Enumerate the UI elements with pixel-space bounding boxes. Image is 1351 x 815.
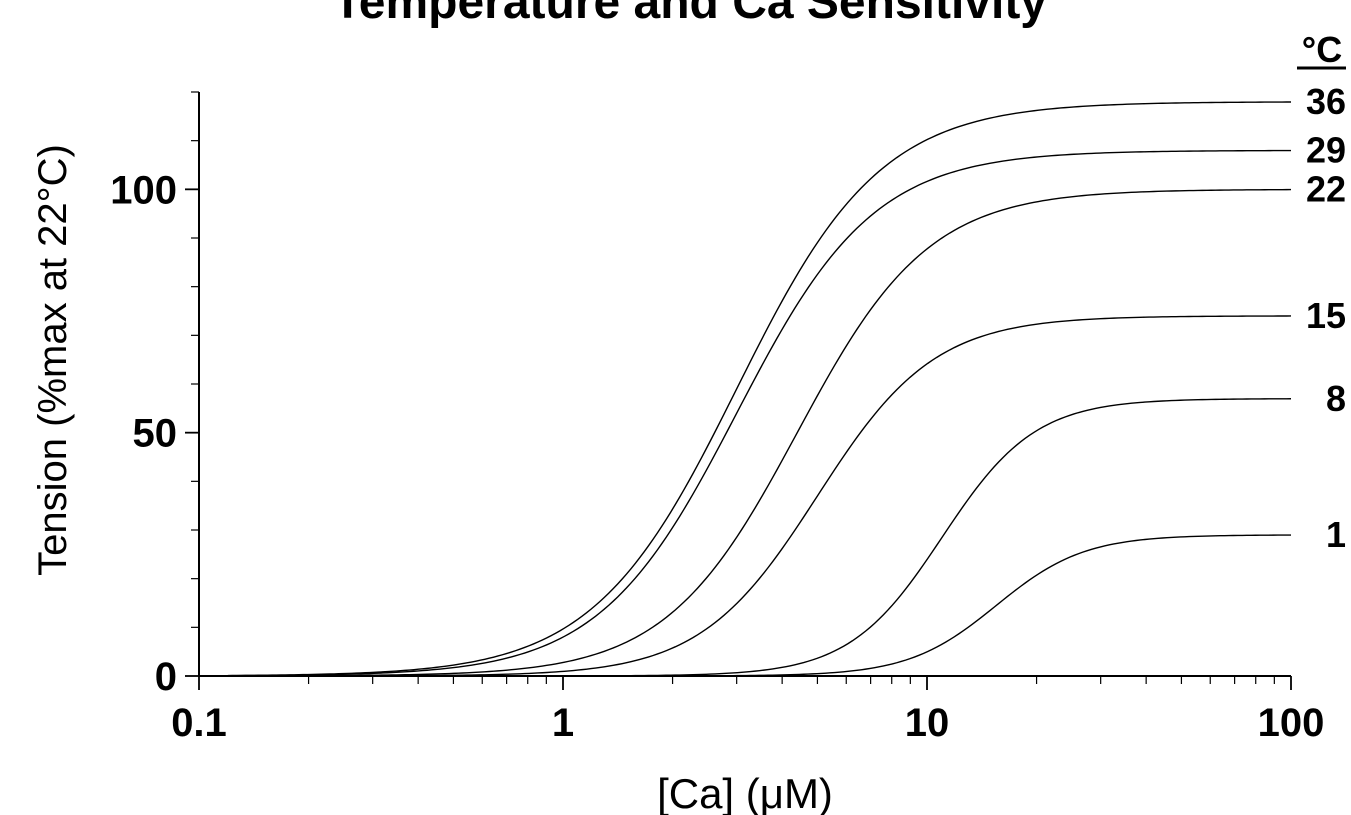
legend-title: °C (1302, 29, 1342, 70)
curves (227, 101, 1292, 677)
series-label-8: 8 (1326, 378, 1346, 419)
axes: 0.1 1 10 100 0 50 100 (110, 91, 1325, 745)
y-tick-label: 0 (155, 655, 177, 699)
series-label-36: 36 (1306, 81, 1346, 122)
chart-title: Temperature and Ca Sensitivity (333, 0, 1047, 29)
series-line-1 (227, 534, 1292, 677)
series-label-22: 22 (1306, 169, 1346, 210)
series-label-29: 29 (1306, 130, 1346, 171)
x-tick-label: 10 (905, 701, 950, 745)
series-line-8 (227, 398, 1292, 677)
series-line-36 (227, 101, 1292, 677)
x-tick-label: 100 (1258, 701, 1325, 745)
y-tick-label: 50 (133, 412, 178, 456)
y-axis-label: Tension (%max at 22°C) (31, 144, 75, 576)
series-line-22 (227, 188, 1292, 677)
series-line-29 (227, 149, 1292, 677)
series-label-1: 1 (1326, 514, 1346, 555)
x-axis-label: [Ca] (μM) (657, 770, 833, 815)
x-tick-label: 1 (552, 701, 574, 745)
x-tick-label: 0.1 (171, 701, 227, 745)
y-tick-label: 100 (110, 168, 177, 212)
series-label-15: 15 (1306, 295, 1346, 336)
